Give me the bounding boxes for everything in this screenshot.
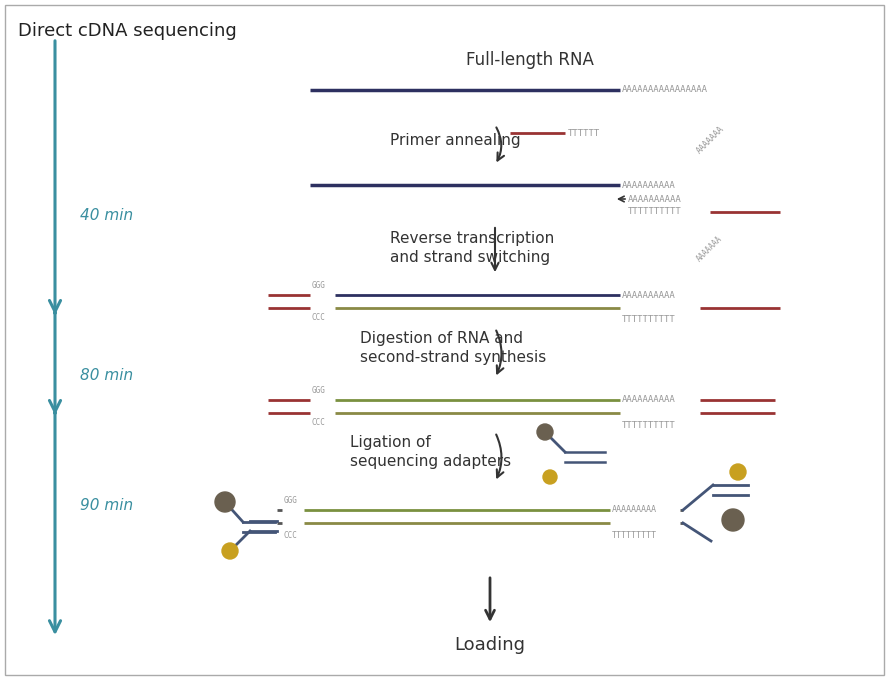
Text: Primer annealing: Primer annealing bbox=[390, 133, 521, 148]
Text: AAAAAAAAAAAAAAAA: AAAAAAAAAAAAAAAA bbox=[622, 86, 708, 95]
Text: Ligation of
sequencing adapters: Ligation of sequencing adapters bbox=[350, 435, 511, 469]
Text: TTTTTTTTTT: TTTTTTTTTT bbox=[622, 316, 676, 324]
Text: 40 min: 40 min bbox=[80, 207, 133, 222]
Circle shape bbox=[537, 424, 553, 440]
Text: TTTTTT: TTTTTT bbox=[568, 129, 600, 137]
Text: AAAAAAAAAA: AAAAAAAAAA bbox=[622, 290, 676, 299]
Text: 90 min: 90 min bbox=[80, 498, 133, 513]
Text: Direct cDNA sequencing: Direct cDNA sequencing bbox=[18, 22, 236, 40]
Text: TTTTTTTTTT: TTTTTTTTTT bbox=[628, 207, 682, 216]
Circle shape bbox=[730, 464, 746, 480]
Circle shape bbox=[222, 543, 238, 559]
Circle shape bbox=[722, 509, 744, 531]
Text: GGG: GGG bbox=[312, 386, 326, 395]
Text: Digestion of RNA and
second-strand synthesis: Digestion of RNA and second-strand synth… bbox=[360, 331, 546, 364]
Text: GGG: GGG bbox=[312, 281, 326, 290]
Text: AAAAAAAAAA: AAAAAAAAAA bbox=[622, 180, 676, 190]
Text: TTTTTTTTT: TTTTTTTTT bbox=[612, 530, 657, 539]
Circle shape bbox=[543, 470, 557, 484]
Text: Reverse transcription
and strand switching: Reverse transcription and strand switchi… bbox=[390, 231, 554, 265]
Text: AAAAAAA: AAAAAAA bbox=[695, 124, 726, 155]
Text: AAAAAAAAAA: AAAAAAAAAA bbox=[622, 396, 676, 405]
Text: CCC: CCC bbox=[312, 313, 326, 322]
Text: AAAAAAA: AAAAAAA bbox=[695, 234, 725, 263]
Text: 80 min: 80 min bbox=[80, 367, 133, 382]
Text: AAAAAAAAA: AAAAAAAAA bbox=[612, 505, 657, 515]
Text: Loading: Loading bbox=[454, 636, 525, 654]
Text: TTTTTTTTTT: TTTTTTTTTT bbox=[622, 420, 676, 430]
Text: CCC: CCC bbox=[284, 531, 298, 540]
Text: Full-length RNA: Full-length RNA bbox=[466, 51, 594, 69]
Circle shape bbox=[215, 492, 235, 512]
Text: GGG: GGG bbox=[284, 496, 298, 505]
Text: AAAAAAAAAA: AAAAAAAAAA bbox=[628, 194, 682, 203]
Text: CCC: CCC bbox=[312, 418, 326, 427]
